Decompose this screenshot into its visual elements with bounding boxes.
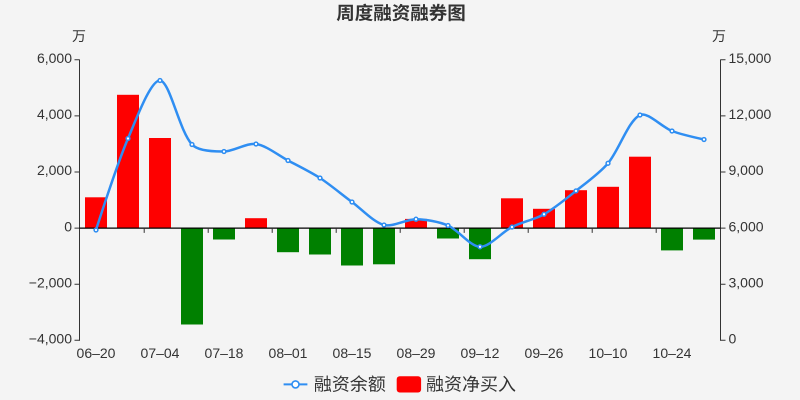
svg-text:09–26: 09–26 [525,345,564,361]
svg-text:07–18: 07–18 [205,345,244,361]
svg-text:0: 0 [64,218,72,234]
svg-text:0: 0 [729,331,737,347]
svg-text:07–04: 07–04 [141,345,180,361]
svg-text:10–24: 10–24 [653,345,692,361]
svg-text:4,000: 4,000 [37,106,72,122]
svg-text:−4,000: −4,000 [29,331,72,347]
svg-text:9,000: 9,000 [729,162,764,178]
svg-text:08–29: 08–29 [397,345,436,361]
svg-text:15,000: 15,000 [729,50,772,66]
svg-text:12,000: 12,000 [729,106,772,122]
svg-text:3,000: 3,000 [729,274,764,290]
svg-text:6,000: 6,000 [37,50,72,66]
svg-text:6,000: 6,000 [729,218,764,234]
svg-text:06–20: 06–20 [77,345,116,361]
svg-text:2,000: 2,000 [37,162,72,178]
svg-text:08–01: 08–01 [269,345,308,361]
svg-text:08–15: 08–15 [333,345,372,361]
svg-text:−2,000: −2,000 [29,274,72,290]
svg-text:10–10: 10–10 [589,345,628,361]
svg-text:09–12: 09–12 [461,345,500,361]
